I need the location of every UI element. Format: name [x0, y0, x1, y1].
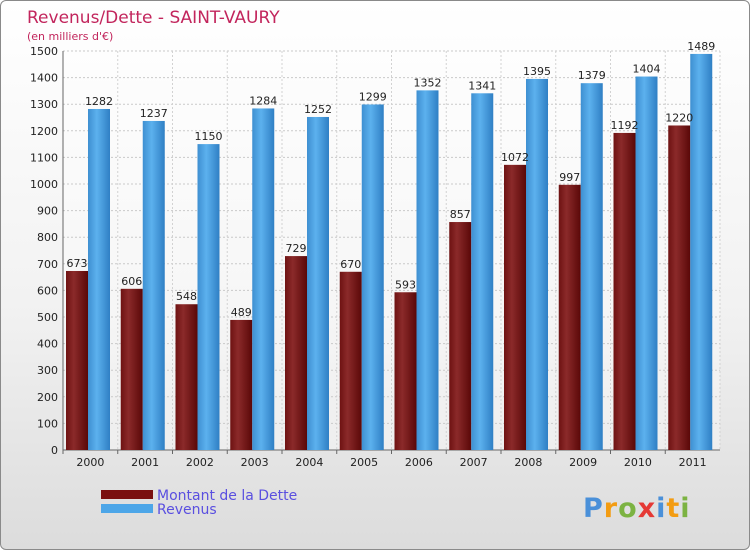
bar-debt — [668, 125, 691, 450]
x-tick-label: 2008 — [514, 456, 542, 469]
x-tick-label: 2006 — [405, 456, 433, 469]
chart-subtitle: (en milliers d'€) — [27, 30, 113, 43]
x-tick-label: 2005 — [350, 456, 378, 469]
data-label: 1352 — [414, 76, 442, 89]
bar-debt — [66, 270, 88, 450]
data-label: 1489 — [687, 40, 715, 53]
y-tick-label: 700 — [37, 258, 58, 271]
data-label: 1150 — [195, 130, 223, 143]
data-label: 1282 — [85, 95, 113, 108]
legend-label: Revenus — [157, 502, 217, 518]
data-label: 548 — [176, 290, 197, 303]
y-tick-label: 200 — [37, 391, 58, 404]
y-tick-label: 600 — [37, 284, 58, 297]
legend-label: Montant de la Dette — [157, 488, 297, 504]
gridlines — [62, 50, 721, 451]
data-label: 1395 — [523, 65, 551, 78]
y-tick-label: 900 — [37, 205, 58, 218]
bar-debt — [339, 271, 362, 450]
data-label: 1299 — [359, 90, 387, 103]
y-tick-label: 1500 — [30, 45, 58, 58]
bar-revenue — [471, 93, 494, 450]
x-tick-label: 2001 — [131, 456, 159, 469]
bar-debt — [175, 304, 198, 450]
legend-swatch — [101, 490, 153, 499]
x-tick-label: 2007 — [460, 456, 488, 469]
bar-debt — [120, 288, 143, 450]
data-label: 1192 — [611, 119, 639, 132]
data-label: 489 — [231, 306, 252, 319]
bars — [66, 53, 713, 451]
y-tick-label: 300 — [37, 364, 58, 377]
data-label: 1404 — [633, 63, 661, 76]
y-tick-label: 400 — [37, 338, 58, 351]
data-label: 1237 — [140, 107, 168, 120]
bar-revenue — [252, 108, 275, 451]
y-tick-label: 500 — [37, 311, 58, 324]
y-tick-label: 800 — [37, 231, 58, 244]
x-tick-label: 2002 — [186, 456, 214, 469]
bar-revenue — [361, 104, 384, 450]
bar-revenue — [307, 116, 329, 450]
data-labels: 673 1282 606 1237 548 1150 489 1284 729 1252 670 12… — [67, 40, 716, 319]
y-tick-label: 0 — [51, 444, 58, 457]
bar-revenue — [635, 76, 658, 450]
data-label: 1220 — [665, 111, 693, 124]
data-label: 673 — [67, 257, 88, 270]
chart-title: Revenus/Dette - SAINT-VAURY — [27, 8, 280, 28]
proxiti-logo: Proxiti — [583, 493, 691, 524]
data-label: 1341 — [468, 79, 496, 92]
data-label: 1284 — [249, 94, 277, 107]
legend-swatch — [101, 504, 153, 513]
data-label: 1072 — [501, 151, 529, 164]
y-tick-label: 1300 — [30, 98, 58, 111]
y-tick-label: 1400 — [30, 72, 58, 85]
x-tick-label: 2003 — [241, 456, 269, 469]
y-tick-label: 1200 — [30, 125, 58, 138]
bar-debt — [394, 292, 417, 450]
bar-revenue — [416, 90, 439, 451]
data-label: 606 — [121, 275, 142, 288]
x-tick-label: 2011 — [679, 456, 707, 469]
bar-revenue — [690, 53, 713, 451]
bar-revenue — [197, 144, 220, 450]
data-label: 1252 — [304, 103, 332, 116]
bar-debt — [613, 132, 636, 451]
x-tick-label: 2010 — [624, 456, 652, 469]
data-label: 1379 — [578, 69, 606, 82]
x-tick-label: 2000 — [76, 456, 104, 469]
data-label: 997 — [559, 171, 580, 184]
bar-revenue — [580, 83, 603, 450]
bar-debt — [285, 256, 307, 450]
bar-revenue — [142, 120, 165, 450]
bar-debt — [558, 184, 581, 450]
bar-debt — [504, 164, 526, 450]
data-label: 729 — [286, 242, 307, 255]
bar-debt — [449, 222, 472, 450]
x-tick-label: 2009 — [569, 456, 597, 469]
bar-revenue — [526, 78, 548, 451]
bar-revenue — [88, 108, 110, 450]
y-tick-label: 1000 — [30, 178, 58, 191]
data-label: 857 — [450, 208, 471, 221]
y-tick-label: 100 — [37, 417, 58, 430]
data-label: 670 — [340, 258, 361, 271]
y-tick-label: 1100 — [30, 151, 58, 164]
bar-debt — [230, 319, 253, 450]
x-tick-label: 2004 — [295, 456, 323, 469]
axes: 0 100 200 300 400 500 600 700 800 900 1000 1100 1200… — [30, 45, 720, 469]
data-label: 593 — [395, 278, 416, 291]
